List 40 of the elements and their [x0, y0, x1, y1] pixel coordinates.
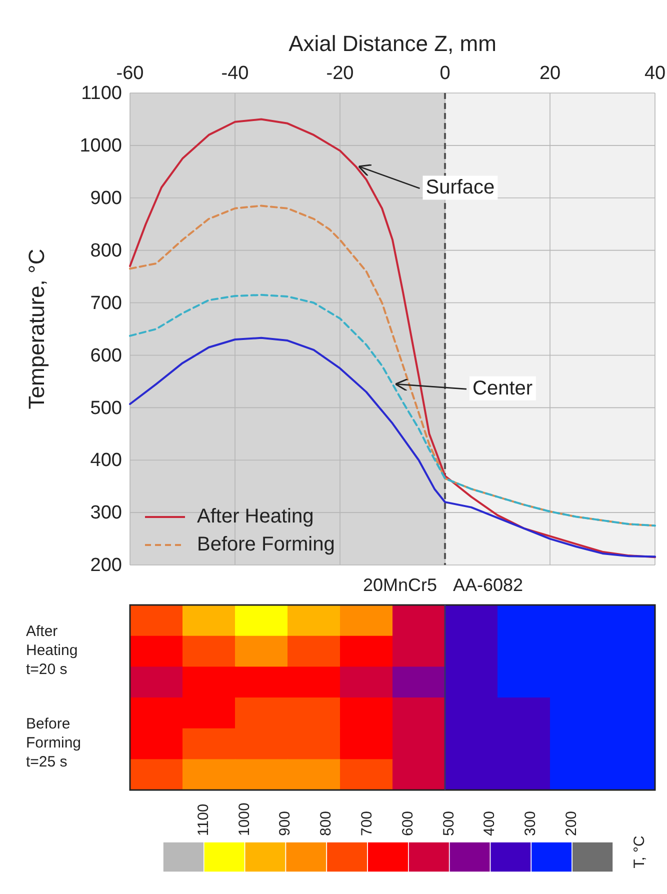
line-series	[129, 294, 656, 527]
color-bar-label: 300	[522, 810, 540, 836]
y-tick-label: 400	[90, 450, 122, 472]
color-bar-label: 700	[358, 810, 376, 836]
x-tick-label: 0	[440, 63, 450, 84]
color-bar-label: 1000	[236, 802, 253, 836]
color-bar-label: 900	[276, 810, 294, 836]
y-tick-label: Before Forming t=25 s	[26, 716, 82, 771]
text: AA-6082	[453, 575, 524, 595]
line-series	[129, 118, 656, 558]
x-axis-title: Axial Distance Z, mm	[288, 31, 496, 56]
x-tick-label: -40	[221, 63, 249, 84]
color-bar-title: T, °C	[630, 836, 648, 868]
y-axis-title: Temperature, °C	[24, 248, 49, 410]
y-tick-label: 1100	[81, 83, 122, 104]
color-bar-label: 800	[318, 810, 335, 836]
y-tick-label: 700	[90, 292, 122, 314]
y-tick-label: 800	[90, 240, 122, 262]
y-tick-label: 600	[90, 345, 122, 366]
x-tick-label: -60	[116, 63, 144, 84]
y-tick-label: After Heating t=20 s	[26, 623, 78, 678]
line-series	[129, 336, 656, 558]
color-bar-label: 200	[563, 810, 580, 836]
y-tick-label: 200	[90, 555, 122, 576]
x-tick-label: 20	[539, 63, 561, 84]
y-tick-label: 1000	[80, 136, 122, 157]
y-tick-label: 500	[90, 398, 122, 419]
text: 20MnCr5	[362, 575, 437, 595]
color-bar-label: 500	[440, 810, 458, 836]
legend-label: After Heating	[197, 505, 314, 528]
annotation: Surface	[426, 176, 495, 199]
color-bar-label: 400	[481, 810, 498, 836]
annotation: Center	[472, 377, 533, 400]
x-tick-label: 40	[644, 63, 666, 84]
color-bar-label: 600	[399, 810, 416, 836]
y-tick-label: 900	[90, 188, 122, 209]
color-bar-label: 1100	[194, 804, 212, 836]
y-tick-label: 300	[90, 502, 122, 524]
legend-label: Before Forming	[197, 533, 335, 556]
x-tick-label: -20	[326, 63, 354, 84]
